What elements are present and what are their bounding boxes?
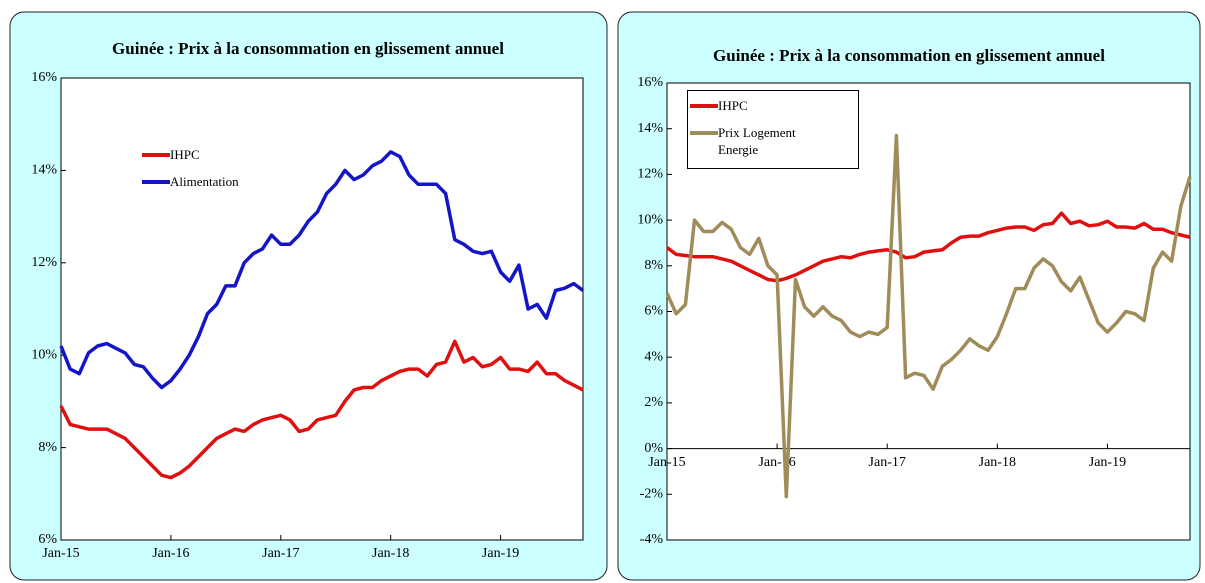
legend-label: Alimentation: [170, 174, 239, 189]
x-tick-label: Jan-16: [758, 455, 795, 470]
line-series: [59, 339, 584, 480]
y-tick-label: 12%: [637, 167, 663, 182]
legend-item: IHPC: [142, 146, 290, 163]
y-tick-label: 8%: [38, 440, 57, 455]
legend-label: IHPC: [170, 147, 200, 162]
line-series: [59, 150, 585, 390]
y-tick-label: 16%: [31, 70, 57, 85]
y-tick-label: 14%: [637, 121, 663, 136]
x-tick-label: Jan-17: [869, 455, 906, 470]
legend: IHPC Prix Logement Energie: [687, 90, 859, 169]
x-tick-label: Jan-19: [482, 546, 519, 561]
x-tick-label: Jan-15: [42, 546, 79, 561]
legend-label: Prix Logement Energie: [718, 125, 796, 157]
x-tick-label: Jan-19: [1089, 455, 1126, 470]
x-tick-label: Jan-17: [262, 546, 299, 561]
chart-title: Guinée : Prix à la consommation en gliss…: [112, 39, 504, 58]
y-tick-label: 10%: [637, 212, 663, 227]
legend-swatch: [690, 104, 718, 108]
line-series: [665, 211, 1191, 283]
y-tick-label: 12%: [31, 255, 57, 270]
y-tick-label: 0%: [644, 441, 663, 456]
x-tick-label: Jan-15: [648, 455, 685, 470]
legend-label: IHPC: [718, 98, 748, 113]
line-series: [665, 133, 1192, 499]
legend: IHPC Alimentation: [140, 140, 310, 200]
y-tick-label: 6%: [38, 532, 57, 547]
legend-item: Alimentation: [142, 173, 290, 190]
x-tick-label: Jan-18: [979, 455, 1016, 470]
legend-item: IHPC: [690, 97, 838, 114]
y-tick-label: 8%: [644, 258, 663, 273]
legend-swatch: [690, 131, 718, 135]
y-tick-label: 4%: [644, 349, 663, 364]
chart-title: Guinée : Prix à la consommation en gliss…: [713, 46, 1105, 65]
x-tick-label: Jan-16: [152, 546, 189, 561]
y-tick-label: 6%: [644, 304, 663, 319]
legend-item: Prix Logement Energie: [690, 124, 838, 158]
y-tick-label: 14%: [31, 163, 57, 178]
y-tick-label: -4%: [640, 532, 664, 547]
y-tick-label: 10%: [31, 347, 57, 362]
legend-swatch: [142, 180, 170, 184]
x-tick-label: Jan-18: [372, 546, 409, 561]
legend-swatch: [142, 153, 170, 157]
y-tick-label: 2%: [644, 395, 663, 410]
y-tick-label: 16%: [637, 75, 663, 90]
y-tick-label: -2%: [640, 487, 664, 502]
